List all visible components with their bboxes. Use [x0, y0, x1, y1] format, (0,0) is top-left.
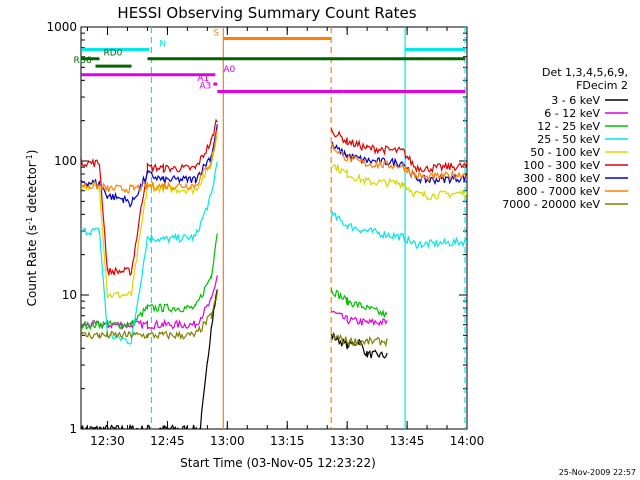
series-line [331, 310, 388, 327]
legend-entry-label: 100 - 300 keV [523, 159, 600, 172]
series-line [81, 129, 218, 194]
flag-label: A1 [197, 74, 209, 84]
plot-frame [80, 26, 468, 430]
y-axis-label-mid: detector [25, 162, 39, 217]
flag-label: A0 [223, 65, 235, 75]
y-axis-label-end: ) [25, 150, 39, 155]
y-axis-label-sup2: -1 [25, 154, 34, 162]
x-tick-label: 13:30 [330, 434, 365, 448]
y-tick-label: 100 [54, 154, 77, 168]
x-axis-label: Start Time (03-Nov-05 12:23:22) [180, 456, 376, 470]
flag-label: A3 [199, 82, 211, 92]
legend-header: Det 1,3,4,5,6,9, [542, 66, 628, 79]
series-line [81, 135, 218, 299]
x-tick-label: 13:00 [210, 434, 245, 448]
x-tick-label: 13:45 [390, 434, 425, 448]
series-line [330, 128, 467, 174]
series-line [81, 161, 218, 346]
series-line [81, 291, 218, 341]
y-axis-label-sup1: -1 [25, 217, 34, 225]
series-line [81, 124, 218, 209]
series-line [330, 288, 388, 318]
y-axis-label: Count Rate (s-1 detector-1) [25, 150, 40, 307]
legend-entry-label: 300 - 800 keV [523, 172, 600, 185]
flag-label: RB6 [74, 56, 92, 66]
series-line [330, 333, 388, 348]
legend-entry-label: 12 - 25 keV [537, 120, 600, 133]
legend-entry-label: 6 - 12 keV [544, 107, 600, 120]
series-line [330, 331, 388, 359]
x-tick-label: 13:15 [270, 434, 305, 448]
series-lines [81, 118, 467, 429]
legend-header: FDecim 2 [576, 79, 628, 92]
x-axis-ticks: 12:30 12:45 13:00 13:15 13:30 13:45 14:00 [87, 27, 485, 448]
series-line [81, 289, 218, 429]
flag-label: S [213, 29, 219, 39]
legend-entry-label: 25 - 50 keV [537, 133, 600, 146]
flag-label: RD0 [103, 49, 122, 59]
series-line [81, 233, 218, 331]
y-axis-label-main: Count Rate (s [25, 225, 39, 307]
flag-label: N [159, 39, 166, 49]
legend-entry-label: 7000 - 20000 keV [502, 198, 600, 211]
series-line [81, 118, 218, 277]
y-axis-ticks: 1 10 100 1000 [46, 20, 467, 436]
footer-date: 25-Nov-2009 22:57 [559, 468, 636, 477]
y-tick-label: 1 [69, 422, 77, 436]
y-tick-label: 10 [62, 288, 77, 302]
legend-entry-label: 3 - 6 keV [551, 94, 600, 107]
vertical-markers [150, 27, 466, 429]
series-line [330, 210, 467, 249]
chart-title: HESSI Observing Summary Count Rates [117, 4, 416, 22]
x-tick-label: 12:45 [150, 434, 185, 448]
x-tick-label: 12:30 [90, 434, 125, 448]
legend-entry-label: 800 - 7000 keV [516, 185, 600, 198]
x-tick-label: 14:00 [450, 434, 485, 448]
y-tick-label: 1000 [46, 20, 77, 34]
series-line [330, 163, 467, 201]
series-line [330, 143, 467, 182]
legend-entry-label: 50 - 100 keV [530, 146, 600, 159]
